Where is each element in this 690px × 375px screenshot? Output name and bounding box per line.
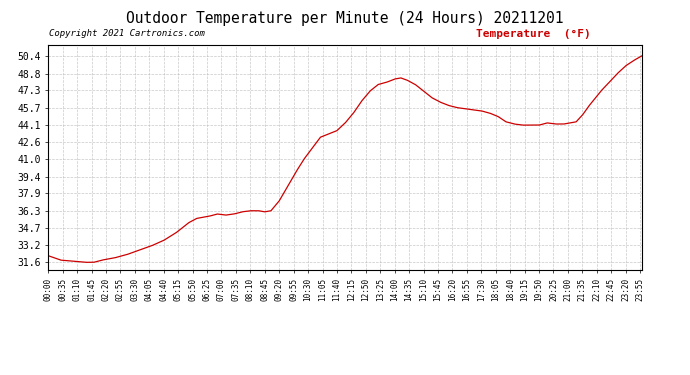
Text: Outdoor Temperature per Minute (24 Hours) 20211201: Outdoor Temperature per Minute (24 Hours…: [126, 11, 564, 26]
Text: Copyright 2021 Cartronics.com: Copyright 2021 Cartronics.com: [50, 29, 206, 38]
Text: Temperature  (°F): Temperature (°F): [475, 29, 591, 39]
